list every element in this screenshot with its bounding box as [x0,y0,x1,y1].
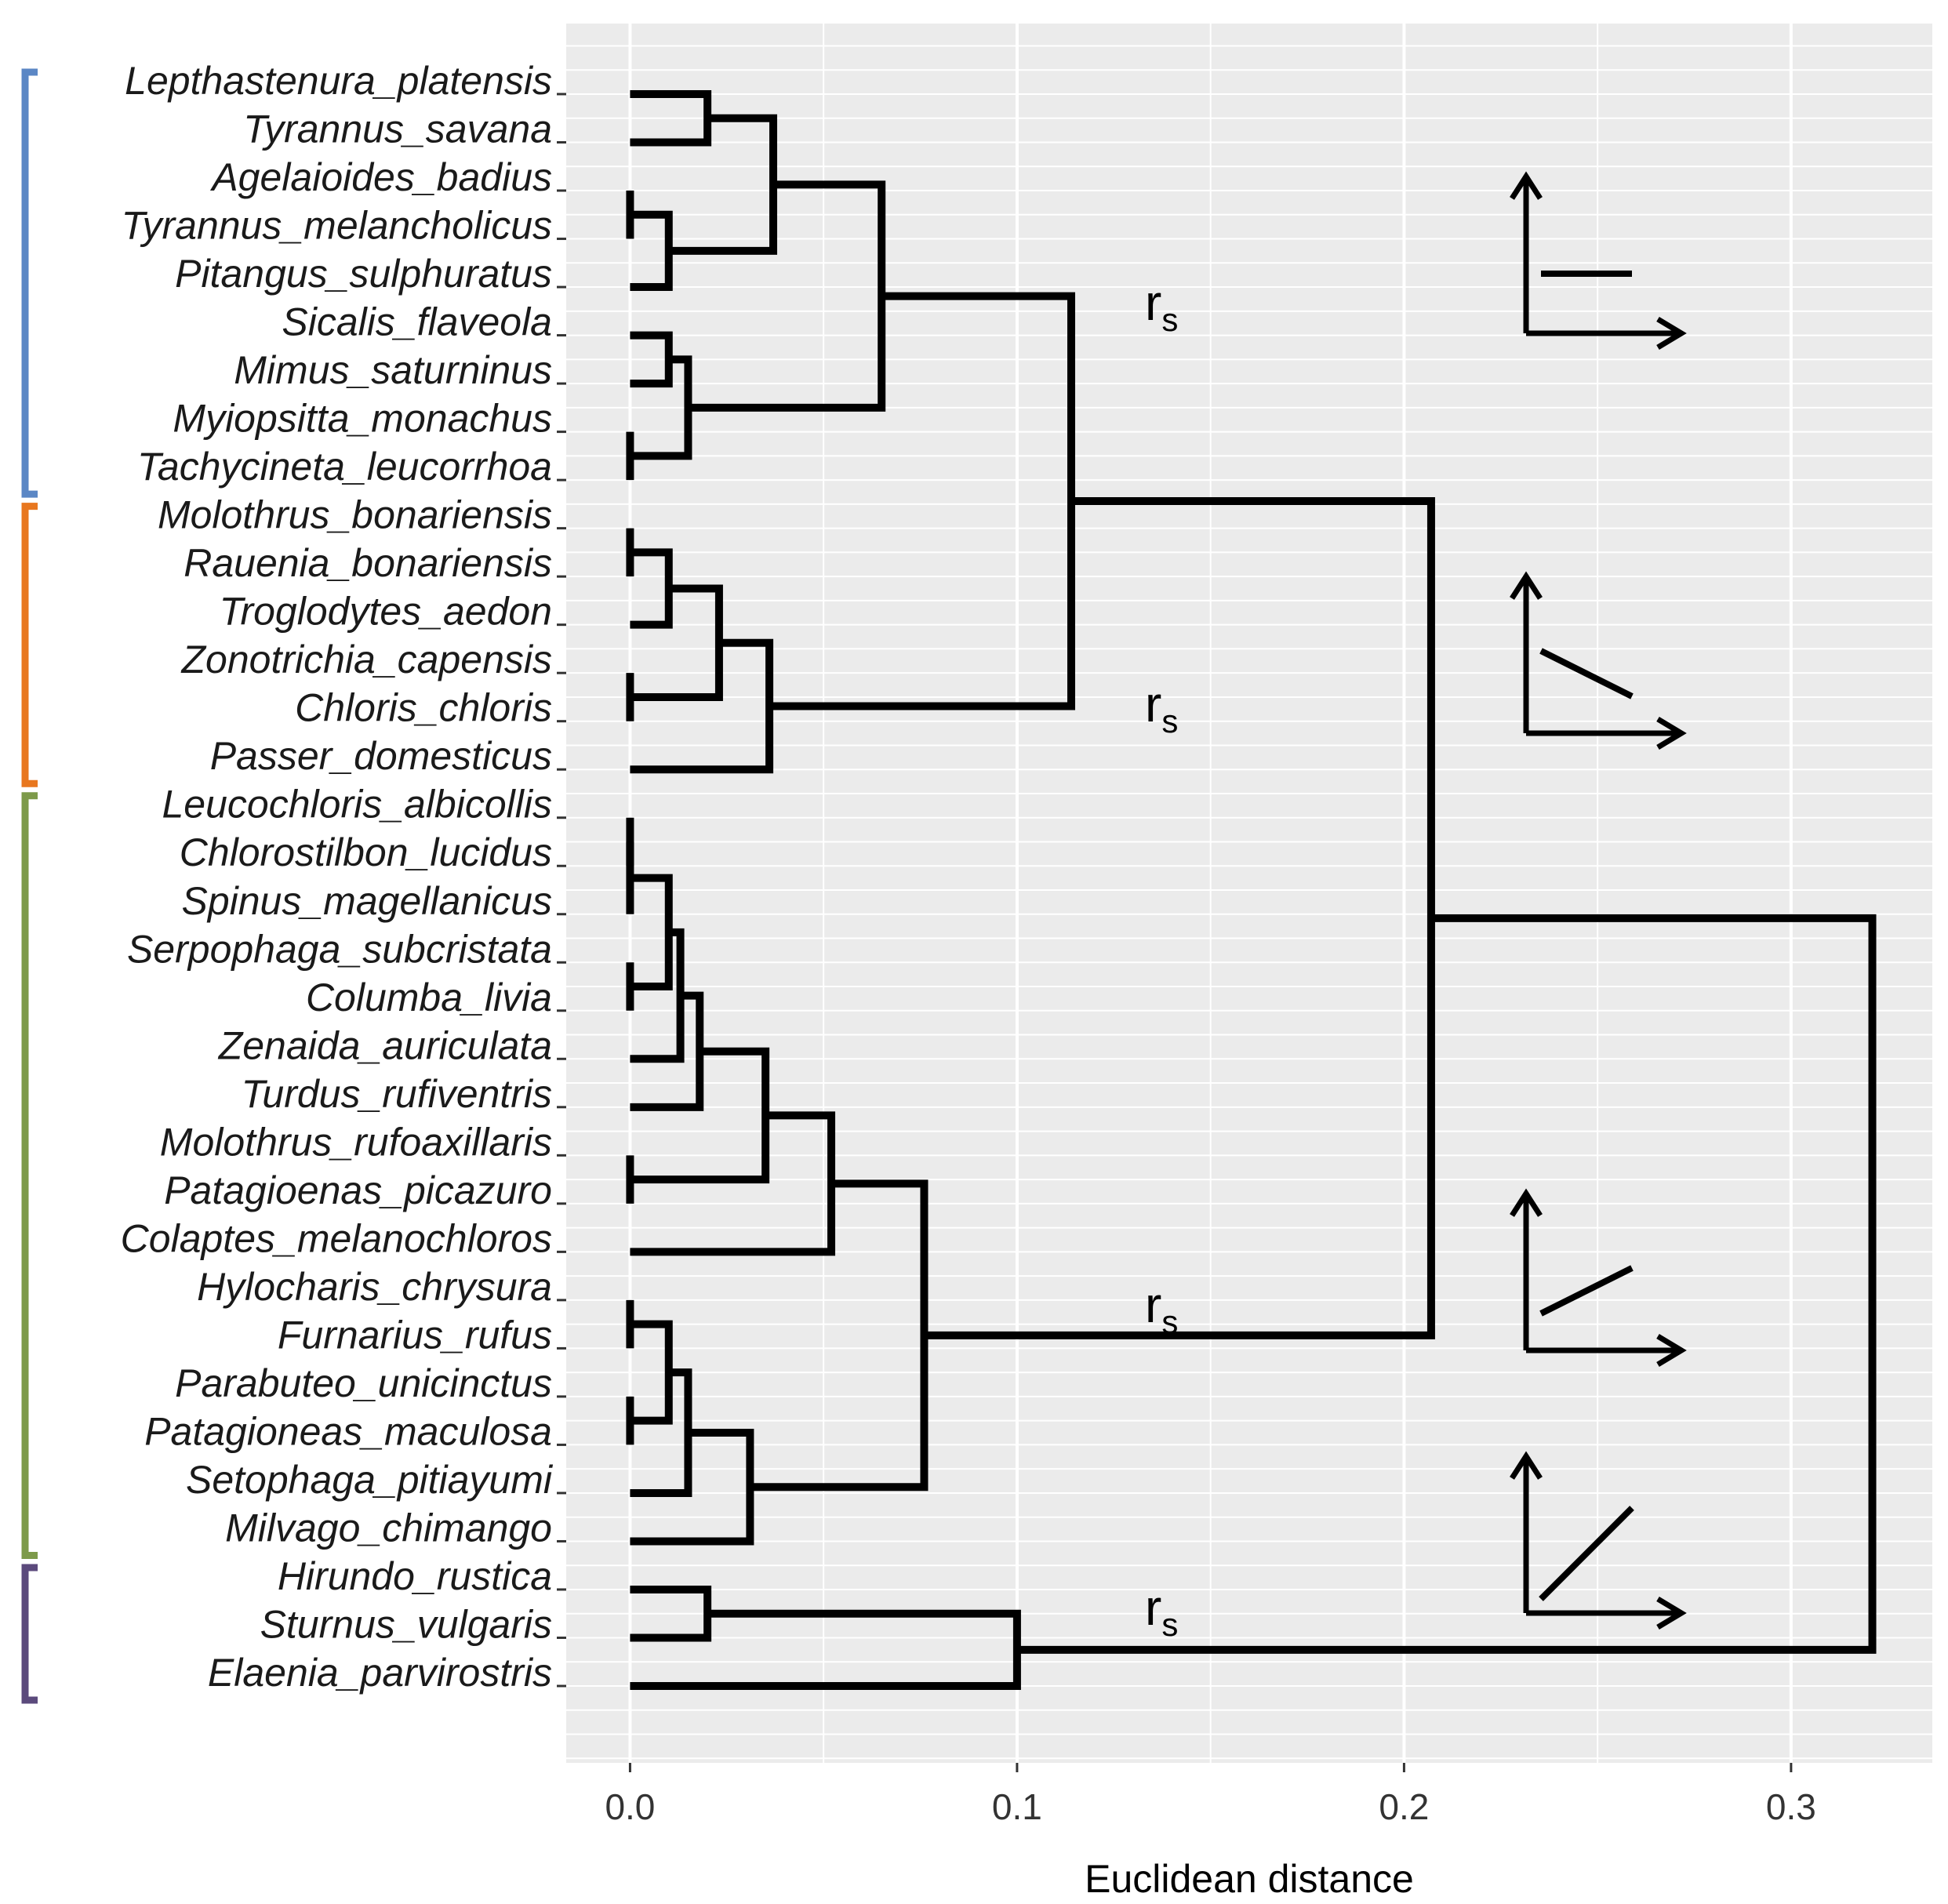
trend-icon-slope-line [1539,1265,1634,1317]
trend-icon-orange [1510,571,1687,750]
plot-panel [566,24,1932,1763]
leaf-label: Patagioneas_maculosa [144,1409,552,1453]
trend-icon-x-arrowhead [1656,1333,1687,1368]
trend-icon-slope-line [1539,648,1634,699]
leaf-label: Molothrus_bonariensis [158,493,552,537]
group-bracket-orange [21,503,38,787]
leaf-label: Serpophaga_subcristata [127,927,552,971]
trend-icon-y-arrowhead [1510,1188,1543,1217]
leaf-label: Tyrannus_savana [243,107,552,151]
branch-D5 [630,1429,754,1546]
trend-icon-y-arrowhead [1510,571,1543,600]
branch-C4 [630,874,673,991]
trend-icon-green [1510,1188,1687,1368]
corr-label-blue: rs [1145,274,1178,338]
leaf-label: Colaptes_melanochloros [121,1216,552,1260]
group-bracket-blue [21,68,38,498]
leaf-label: Furnarius_rufus [278,1313,552,1357]
leaf-label: Chloris_chloris [295,686,552,730]
leaf-label: Elaenia_parvirostris [208,1651,552,1695]
x-tick-label: 0.1 [992,1786,1042,1827]
corr-label-orange: rs [1145,676,1178,739]
correlation-annotations: rs rs rs rs [1145,274,1178,1643]
branch-A5 [630,331,673,388]
x-axis-title: Euclidean distance [1085,1857,1414,1901]
leaf-tick-marks [557,93,566,1688]
leaf-labels: Lepthastenura_platensisTyrannus_savanaAg… [121,59,554,1695]
grid-lines [566,24,1932,1763]
branch-B2 [630,548,673,629]
x-tick-label: 0.0 [605,1786,655,1827]
trend-icon-x-arrowhead [1656,316,1687,351]
leaf-label: Passer_domesticus [210,734,552,778]
branch-A4 [668,114,778,255]
dendrogram-branches [626,90,1877,1690]
branch-ROOT [1016,914,1877,1654]
leaf-label: Pitangus_sulphuratus [175,252,552,296]
leaf-label: Agelaioides_badius [209,155,552,199]
x-axis: 0.0 0.1 0.2 0.3 [605,1763,1816,1827]
leaf-label: Lepthastenura_platensis [125,59,552,103]
leaf-label: Zonotrichia_capensis [181,638,553,681]
branch-A3 [630,210,673,292]
corr-label-purple: rs [1145,1579,1178,1643]
leaf-label: Myiopsitta_monachus [173,397,552,441]
trend-icon-x-arrowhead [1656,716,1687,750]
x-tick-label: 0.2 [1379,1786,1429,1827]
leaf-label: Hirundo_rustica [278,1554,552,1598]
branch-B4 [630,584,723,701]
x-tick-label: 0.3 [1766,1786,1816,1827]
trend-icon-slope-line [1539,1506,1634,1601]
leaf-label: Milvago_chimango [225,1506,552,1550]
leaf-label: Troglodytes_aedon [220,590,552,634]
trend-icon-y-arrowhead [1510,171,1543,200]
leaf-label: Leucochloris_albicollis [162,783,553,827]
group-brackets [21,68,38,1704]
branch-C8 [630,1047,770,1184]
leaf-label: Setophaga_pitiayumi [186,1458,554,1502]
leaf-label: Rauenia_bonariensis [184,541,552,585]
branch-B5 [630,638,774,774]
leaf-label: Hylocharis_chrysura [197,1265,552,1309]
branch-CD [750,1179,929,1492]
leaf-label: Tachycineta_leucorrhoa [137,445,552,489]
trend-icons [1510,171,1687,1630]
leaf-label: Molothrus_rufoaxillaris [160,1120,552,1164]
group-bracket-purple [21,1564,38,1704]
corr-label-green: rs [1145,1277,1178,1340]
leaf-label: Tyrannus_melancholicus [122,204,552,248]
trend-icon-blue [1510,171,1687,351]
trend-icon-purple [1510,1451,1687,1630]
trend-icon-x-arrowhead [1656,1596,1687,1630]
trend-icon-y-arrowhead [1510,1451,1543,1480]
leaf-label: Zenaida_auriculata [218,1023,552,1067]
leaf-label: Parabuteo_unicinctus [175,1361,552,1405]
branch-C6 [630,991,704,1111]
leaf-label: Turdus_rufiventris [242,1072,552,1116]
leaf-label: Patagioenas_picazuro [164,1168,552,1212]
leaf-label: Sicalis_flaveola [282,300,552,344]
leaf-label: Columba_livia [306,976,552,1019]
leaf-label: Mimus_saturninus [234,348,552,392]
group-bracket-green [21,792,38,1559]
branch-D3 [630,1320,673,1425]
leaf-label: Chlorostilbon_lucidus [180,830,552,874]
leaf-label: Spinus_magellanicus [181,879,552,923]
leaf-label: Sturnus_vulgaris [260,1602,552,1646]
